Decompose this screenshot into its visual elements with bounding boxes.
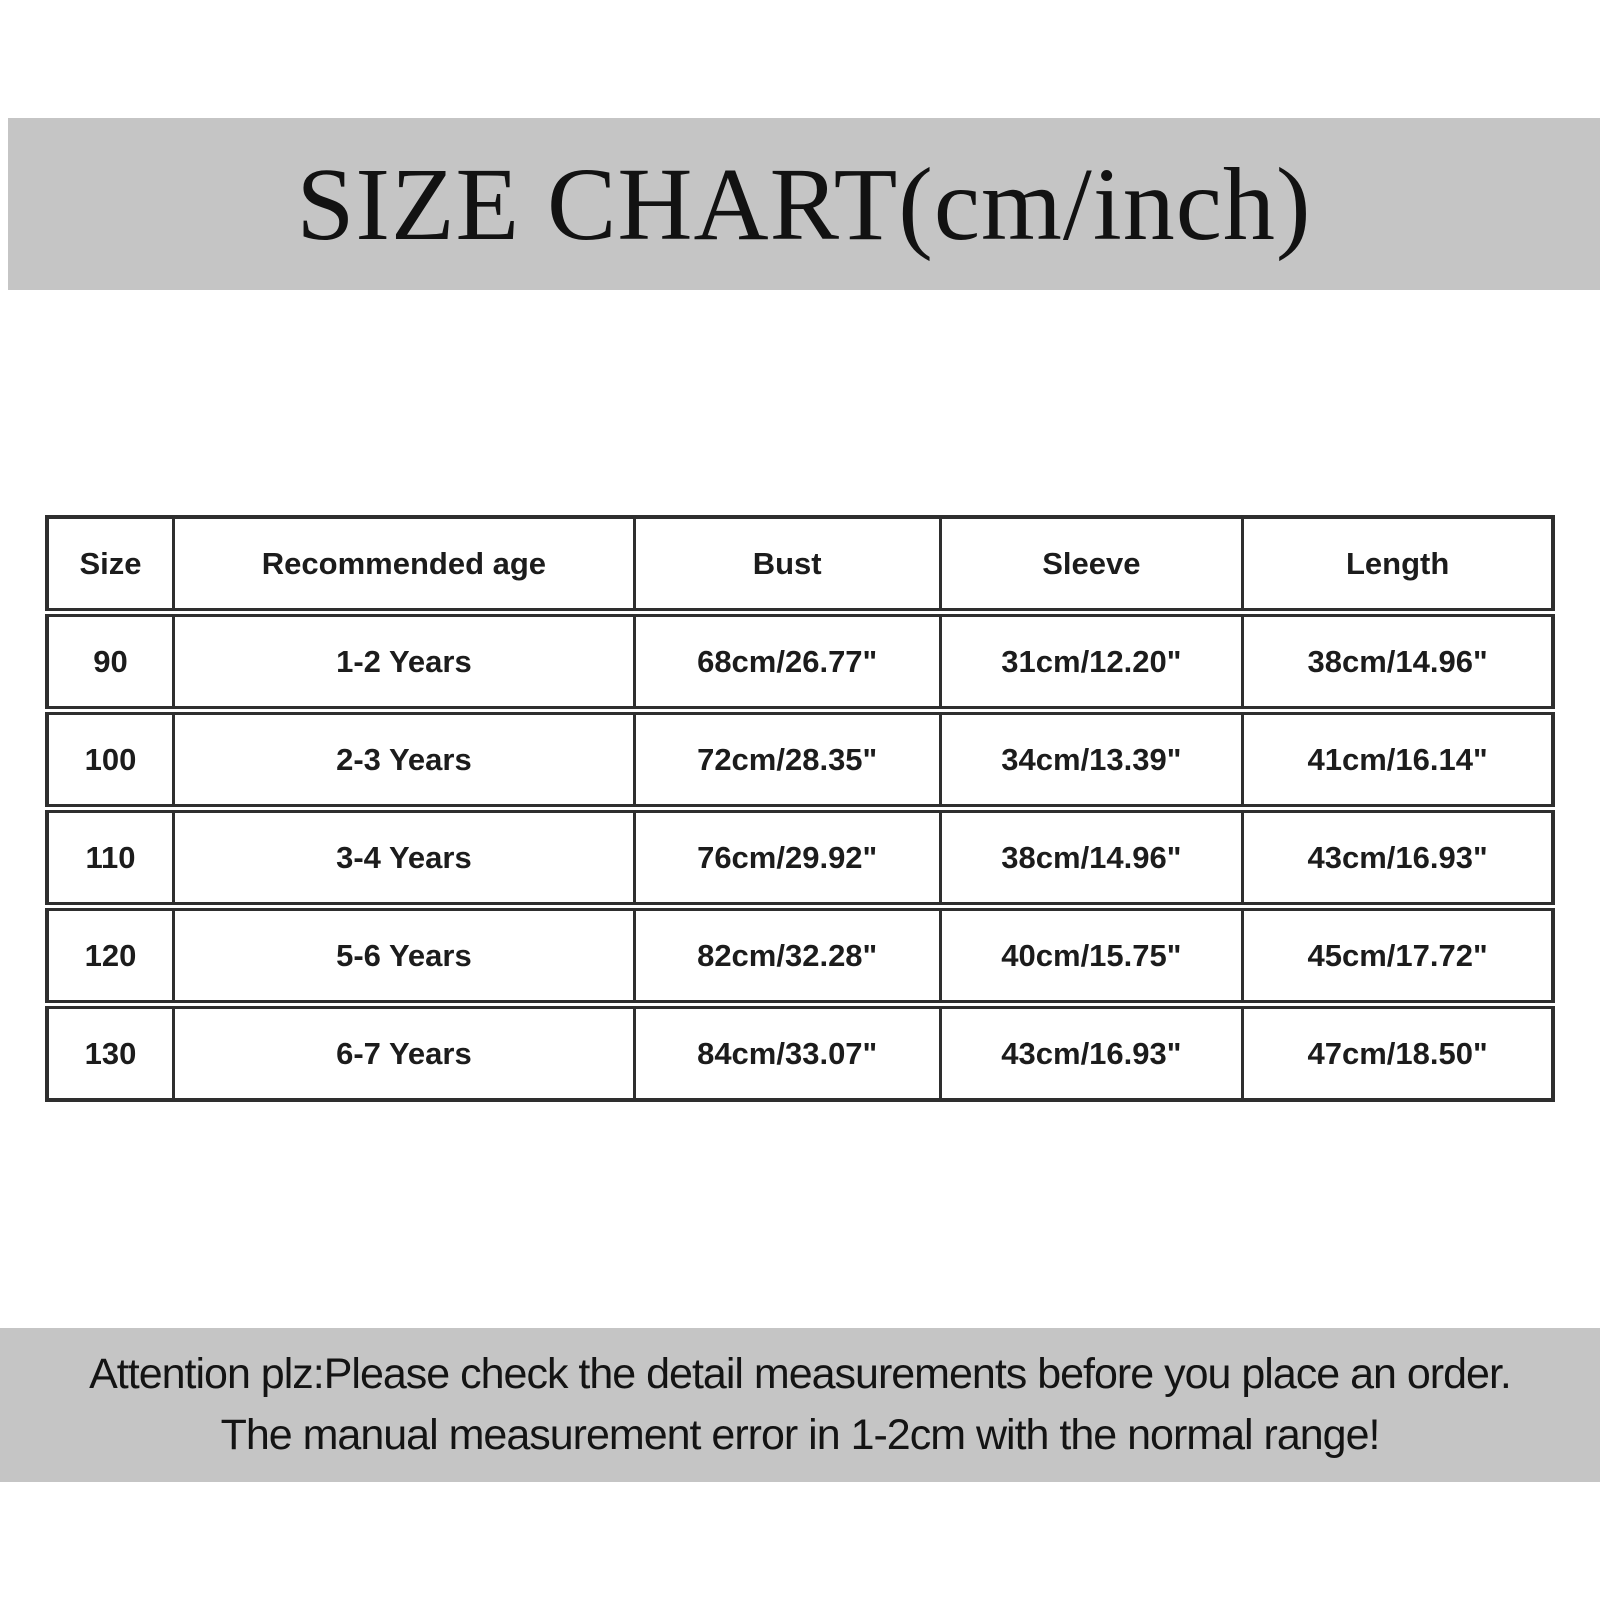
cell-sleeve: 38cm/14.96" (938, 807, 1245, 911)
attention-banner: Attention plz:Please check the detail me… (0, 1328, 1600, 1482)
cell-age: 5-6 Years (172, 905, 636, 1009)
cell-sleeve: 31cm/12.20" (938, 611, 1245, 715)
cell-length: 41cm/16.14" (1241, 709, 1555, 813)
cell-age: 3-4 Years (172, 807, 636, 911)
cell-size: 90 (45, 611, 175, 715)
column-header-length: Length (1241, 515, 1555, 617)
cell-bust: 82cm/32.28" (632, 905, 942, 1009)
cell-bust: 68cm/26.77" (632, 611, 942, 715)
column-header-age: Recommended age (172, 515, 636, 617)
cell-size: 100 (45, 709, 175, 813)
cell-bust: 72cm/28.35" (632, 709, 942, 813)
table-row-size-90: 90 1-2 Years 68cm/26.77" 31cm/12.20" 38c… (45, 611, 1555, 715)
cell-length: 43cm/16.93" (1241, 807, 1555, 911)
cell-age: 1-2 Years (172, 611, 636, 715)
cell-sleeve: 34cm/13.39" (938, 709, 1245, 813)
cell-length: 47cm/18.50" (1241, 1003, 1555, 1102)
cell-length: 38cm/14.96" (1241, 611, 1555, 715)
attention-line-2: The manual measurement error in 1-2cm wi… (220, 1411, 1381, 1459)
size-chart-banner: SIZE CHART(cm/inch) (8, 118, 1600, 290)
size-chart-title: SIZE CHART(cm/inch) (296, 146, 1312, 262)
table-header-row: Size Recommended age Bust Sleeve Length (45, 515, 1555, 617)
attention-line-1: Attention plz:Please check the detail me… (89, 1349, 1512, 1398)
cell-length: 45cm/17.72" (1241, 905, 1555, 1009)
cell-bust: 84cm/33.07" (632, 1003, 942, 1102)
cell-size: 130 (45, 1003, 175, 1102)
cell-size: 110 (45, 807, 175, 911)
cell-age: 6-7 Years (172, 1003, 636, 1102)
column-header-bust: Bust (632, 515, 942, 617)
cell-bust: 76cm/29.92" (632, 807, 942, 911)
size-chart-table: Size Recommended age Bust Sleeve Length … (45, 515, 1555, 1102)
cell-sleeve: 40cm/15.75" (938, 905, 1245, 1009)
cell-size: 120 (45, 905, 175, 1009)
table-row-size-100: 100 2-3 Years 72cm/28.35" 34cm/13.39" 41… (45, 709, 1555, 813)
table-row-size-120: 120 5-6 Years 82cm/32.28" 40cm/15.75" 45… (45, 905, 1555, 1009)
cell-age: 2-3 Years (172, 709, 636, 813)
table-row-size-110: 110 3-4 Years 76cm/29.92" 38cm/14.96" 43… (45, 807, 1555, 911)
column-header-sleeve: Sleeve (938, 515, 1245, 617)
cell-sleeve: 43cm/16.93" (938, 1003, 1245, 1102)
column-header-size: Size (45, 515, 175, 617)
table-row-size-130: 130 6-7 Years 84cm/33.07" 43cm/16.93" 47… (45, 1003, 1555, 1102)
